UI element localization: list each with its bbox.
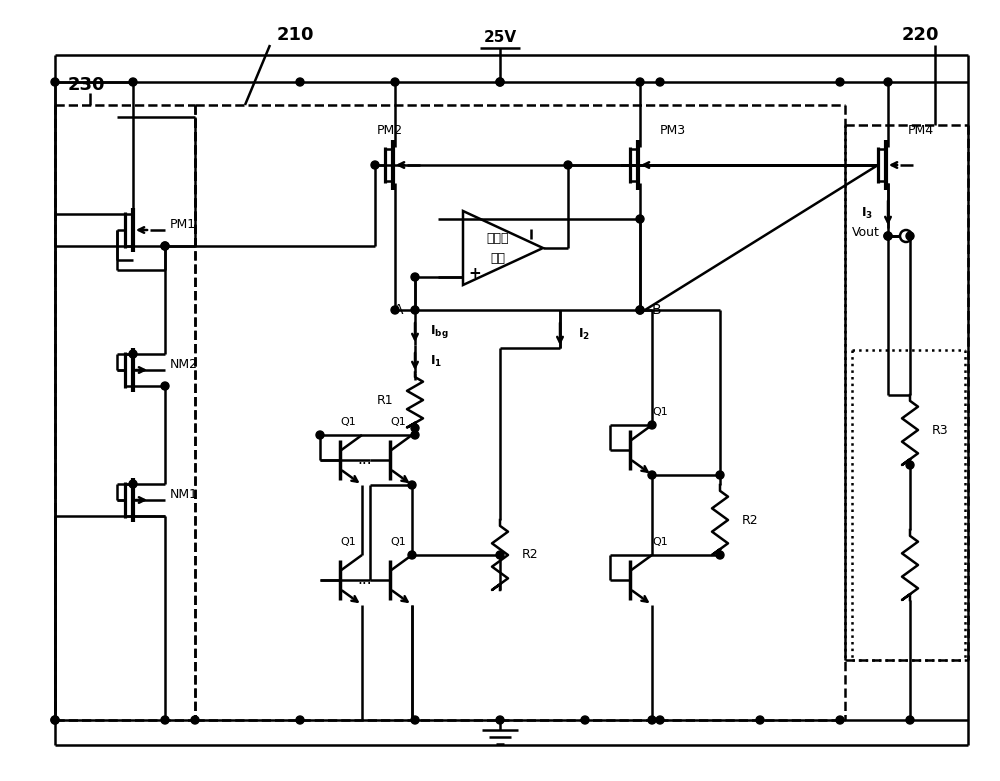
Circle shape: [636, 78, 644, 86]
Text: Q1: Q1: [340, 417, 356, 427]
Circle shape: [391, 306, 399, 314]
Circle shape: [496, 78, 504, 86]
Text: 25V: 25V: [483, 30, 517, 45]
Circle shape: [316, 431, 324, 439]
Circle shape: [391, 78, 399, 86]
Circle shape: [564, 161, 572, 169]
Circle shape: [496, 716, 504, 724]
Circle shape: [648, 471, 656, 479]
Circle shape: [371, 161, 379, 169]
Circle shape: [411, 716, 419, 724]
Circle shape: [296, 716, 304, 724]
Text: Q1: Q1: [390, 537, 406, 547]
Circle shape: [716, 551, 724, 559]
Circle shape: [906, 461, 914, 469]
Circle shape: [906, 716, 914, 724]
Text: NM2: NM2: [170, 358, 198, 372]
Circle shape: [496, 551, 504, 559]
Circle shape: [756, 716, 764, 724]
Text: $\mathbf{I_1}$: $\mathbf{I_1}$: [430, 354, 442, 369]
Text: ...: ...: [358, 452, 372, 468]
Text: $\mathbf{I_2}$: $\mathbf{I_2}$: [578, 326, 590, 341]
Circle shape: [411, 431, 419, 439]
Circle shape: [296, 78, 304, 86]
Circle shape: [884, 78, 892, 86]
Circle shape: [411, 306, 419, 314]
Circle shape: [51, 716, 59, 724]
Text: 220: 220: [901, 26, 939, 44]
Circle shape: [884, 232, 892, 240]
Text: 210: 210: [276, 26, 314, 44]
Circle shape: [884, 232, 892, 240]
Text: R2: R2: [522, 548, 539, 562]
Circle shape: [900, 230, 912, 242]
Text: PM1: PM1: [170, 219, 196, 231]
Circle shape: [408, 481, 416, 489]
Text: R2: R2: [742, 513, 759, 526]
Circle shape: [129, 78, 137, 86]
Circle shape: [636, 306, 644, 314]
Text: 大器: 大器: [490, 251, 506, 265]
Text: Q1: Q1: [652, 407, 668, 417]
Text: PM2: PM2: [377, 123, 403, 137]
Circle shape: [161, 242, 169, 250]
Circle shape: [411, 424, 419, 432]
Text: Q1: Q1: [390, 417, 406, 427]
Text: 高压放: 高压放: [487, 231, 509, 244]
Circle shape: [836, 78, 844, 86]
Text: $\mathbf{I_3}$: $\mathbf{I_3}$: [861, 205, 873, 220]
Circle shape: [636, 215, 644, 223]
Circle shape: [581, 716, 589, 724]
Circle shape: [648, 421, 656, 429]
Text: B: B: [652, 303, 662, 317]
Circle shape: [716, 471, 724, 479]
Text: ...: ...: [358, 572, 372, 587]
Circle shape: [656, 716, 664, 724]
Text: 230: 230: [68, 76, 106, 94]
Circle shape: [836, 716, 844, 724]
Text: NM1: NM1: [170, 488, 198, 501]
Circle shape: [408, 551, 416, 559]
Circle shape: [648, 716, 656, 724]
Circle shape: [51, 716, 59, 724]
Circle shape: [411, 273, 419, 281]
Circle shape: [906, 232, 914, 240]
Text: Vout: Vout: [852, 226, 880, 240]
Circle shape: [129, 350, 137, 358]
Text: PM4: PM4: [908, 123, 934, 137]
Circle shape: [496, 78, 504, 86]
Text: R1: R1: [376, 394, 393, 406]
Circle shape: [161, 716, 169, 724]
Text: +: +: [469, 266, 481, 280]
Text: A: A: [394, 303, 403, 317]
Circle shape: [636, 306, 644, 314]
Text: Q1: Q1: [340, 537, 356, 547]
Circle shape: [161, 242, 169, 250]
Text: $\mathbf{I_{bg}}$: $\mathbf{I_{bg}}$: [430, 323, 449, 341]
Text: Q1: Q1: [652, 537, 668, 547]
Circle shape: [129, 480, 137, 488]
Circle shape: [161, 382, 169, 390]
Circle shape: [656, 78, 664, 86]
Text: R3: R3: [932, 423, 949, 437]
Circle shape: [191, 716, 199, 724]
Circle shape: [51, 78, 59, 86]
Text: PM3: PM3: [660, 123, 686, 137]
